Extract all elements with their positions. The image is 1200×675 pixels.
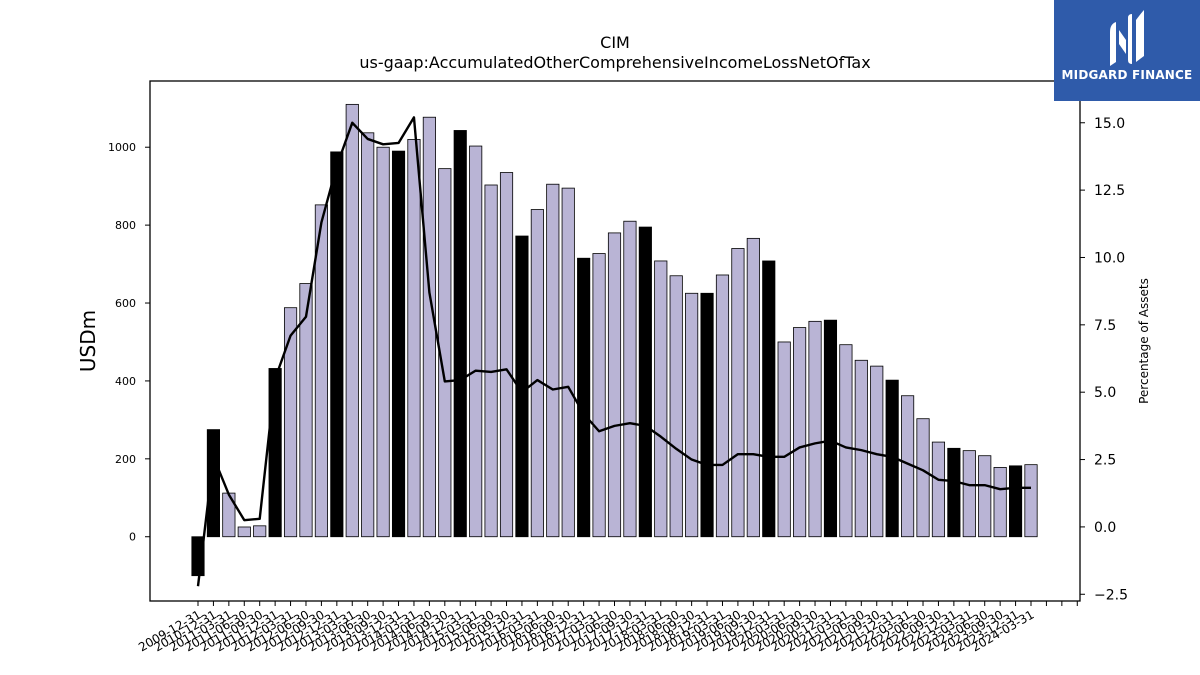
bar <box>237 526 251 538</box>
y2-axis-ticks: −2.5 0.0 2.5 5.0 7.5 10.0 12.5 15.0 <box>1080 116 1128 603</box>
bar <box>453 130 467 538</box>
y2-tick-label: 15.0 <box>1094 116 1125 132</box>
x-axis-ticks: 2009-12-312010-12-312011-03-312011-06-30… <box>136 601 1078 654</box>
bar <box>623 220 637 538</box>
bar <box>700 292 714 538</box>
line-series <box>196 116 1031 587</box>
bar <box>715 274 730 538</box>
bar <box>654 260 668 538</box>
y-tick-label: 1000 <box>108 141 136 154</box>
bar <box>607 232 622 538</box>
bar <box>685 292 699 538</box>
y-tick-label: 0 <box>129 531 136 544</box>
y-axis-label: USDm <box>76 310 100 372</box>
y2-tick-label: 0.0 <box>1094 520 1116 536</box>
y-tick-label: 400 <box>115 375 136 388</box>
bar <box>993 466 1007 538</box>
bar <box>962 450 976 538</box>
bar <box>978 455 992 538</box>
bar <box>530 209 544 538</box>
bar <box>469 145 483 538</box>
brand-logo: MIDGARD FINANCE <box>1054 0 1200 101</box>
bar <box>638 226 652 538</box>
bar <box>592 253 606 538</box>
brand-logo-text: MIDGARD FINANCE <box>1061 68 1193 82</box>
bar <box>561 187 575 538</box>
bar <box>361 132 375 538</box>
bar <box>484 184 498 538</box>
y-axis-ticks: 0 200 400 600 800 1000 <box>108 141 150 544</box>
y2-tick-label: 5.0 <box>1094 385 1116 401</box>
bar <box>283 307 298 538</box>
bar <box>577 257 591 538</box>
midgard-logo-icon <box>1110 10 1144 66</box>
y2-tick-label: 10.0 <box>1094 250 1125 266</box>
bar <box>407 139 421 538</box>
bar <box>669 275 683 538</box>
bar <box>1009 465 1023 538</box>
y2-tick-label: 2.5 <box>1094 453 1116 469</box>
bar <box>823 319 838 538</box>
bar <box>746 237 760 538</box>
bar <box>253 525 267 538</box>
y-tick-label: 200 <box>115 453 136 466</box>
bar <box>314 204 328 538</box>
y-tick-label: 800 <box>115 219 136 232</box>
bar <box>777 341 791 538</box>
bar <box>299 283 313 538</box>
bar <box>793 327 807 538</box>
bar <box>422 116 436 538</box>
bar <box>808 320 822 538</box>
bar <box>762 260 776 538</box>
bar <box>345 103 359 538</box>
bar <box>947 447 961 538</box>
bar <box>839 344 853 538</box>
y2-tick-label: 12.5 <box>1094 183 1125 199</box>
bar <box>916 418 930 538</box>
line-path <box>196 116 1031 587</box>
bar <box>206 429 220 538</box>
bar <box>499 172 514 538</box>
bar <box>546 183 560 538</box>
bar <box>931 441 946 538</box>
chart-subtitle: us-gaap:AccumulatedOtherComprehensiveInc… <box>359 53 870 72</box>
chart-title: CIM <box>600 33 630 52</box>
bar <box>870 365 884 538</box>
bar <box>268 368 282 538</box>
y2-axis-label: Percentage of Assets <box>1137 278 1151 404</box>
y-tick-label: 600 <box>115 297 136 310</box>
bar <box>330 151 344 538</box>
bar <box>1024 464 1038 538</box>
y2-tick-label: 7.5 <box>1094 318 1116 334</box>
bar <box>376 146 390 538</box>
bar-series <box>191 103 1038 577</box>
y2-tick-label: −2.5 <box>1094 587 1128 603</box>
bar <box>731 248 745 538</box>
bar <box>391 150 406 538</box>
